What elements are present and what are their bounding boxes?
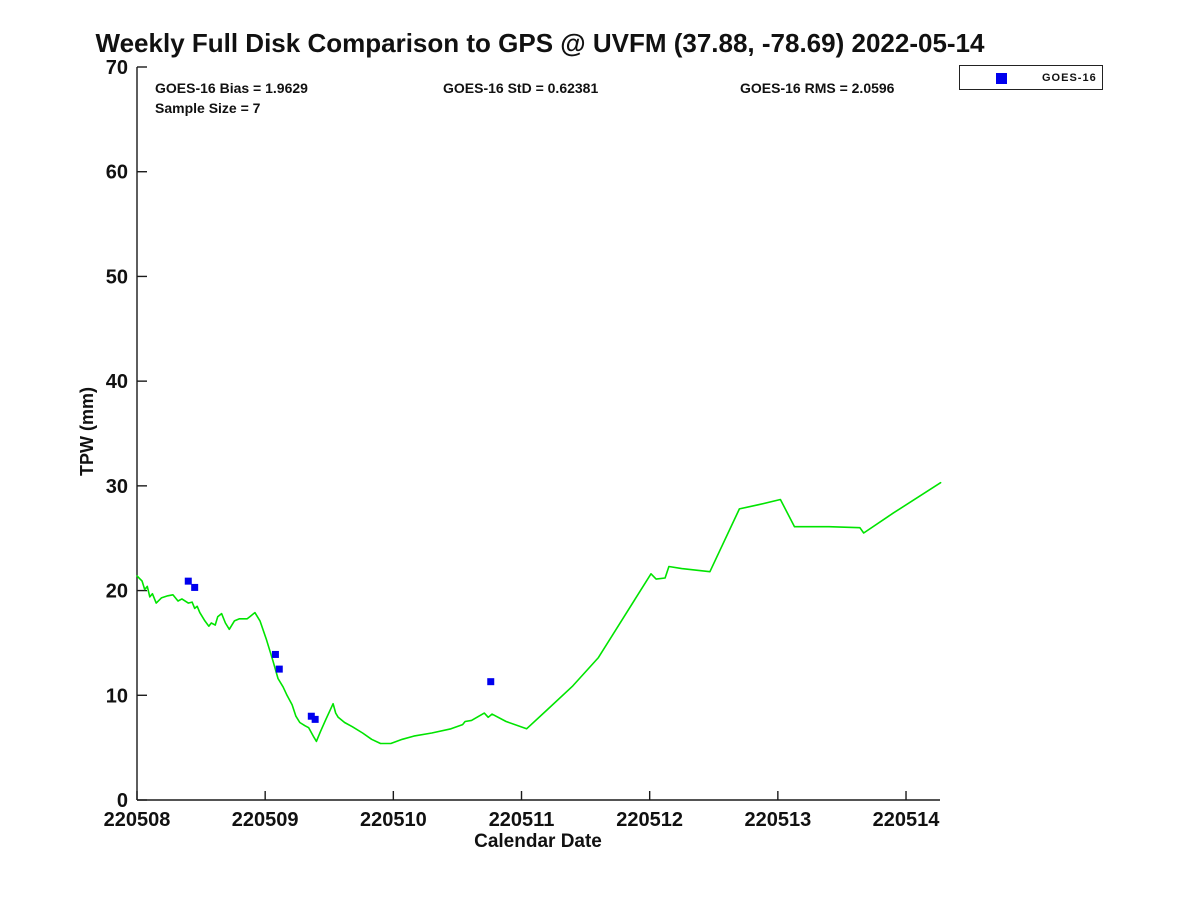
axes: 0 10 20 30 40 50 60 70 220508 220509 220510 220511 2… bbox=[104, 57, 941, 831]
chart-title: Weekly Full Disk Comparison to GPS @ UVF… bbox=[95, 28, 985, 58]
annotation-bias: GOES-16 Bias = 1.9629 bbox=[155, 80, 308, 96]
annotation-std: GOES-16 StD = 0.62381 bbox=[443, 80, 599, 96]
y-tick-label: 30 bbox=[106, 476, 128, 498]
goes16-marker bbox=[487, 678, 495, 686]
x-tick-label: 220509 bbox=[232, 809, 299, 831]
y-tick-label: 60 bbox=[106, 162, 128, 184]
y-axis-label: TPW (mm) bbox=[77, 387, 97, 476]
y-tick-label: 10 bbox=[106, 685, 128, 707]
y-tick-label: 0 bbox=[117, 790, 128, 812]
y-tick-label: 40 bbox=[106, 371, 128, 393]
goes16-marker bbox=[275, 665, 283, 673]
goes16-marker bbox=[184, 577, 192, 585]
y-tick-label: 20 bbox=[106, 581, 128, 603]
x-tick-label: 220513 bbox=[744, 809, 811, 831]
annotation-sample-size: Sample Size = 7 bbox=[155, 100, 261, 116]
x-tick-label: 220508 bbox=[104, 809, 171, 831]
y-tick-label: 70 bbox=[106, 57, 128, 79]
x-tick-label: 220514 bbox=[873, 809, 941, 831]
goes16-markers bbox=[184, 577, 495, 723]
goes16-marker bbox=[311, 715, 319, 723]
legend-square-marker-icon bbox=[996, 73, 1007, 84]
x-tick-label: 220511 bbox=[489, 809, 555, 831]
legend-label: GOES-16 bbox=[1042, 72, 1097, 84]
x-tick-label: 220510 bbox=[360, 809, 427, 831]
x-tick-label: 220512 bbox=[616, 809, 683, 831]
y-tick-label: 50 bbox=[106, 266, 128, 288]
legend: GOES-16 bbox=[959, 65, 1103, 90]
goes16-marker bbox=[191, 583, 199, 591]
annotation-rms: GOES-16 RMS = 2.0596 bbox=[740, 80, 895, 96]
gps-tpw-line bbox=[136, 481, 942, 745]
goes16-marker bbox=[307, 712, 315, 720]
x-axis-label: Calendar Date bbox=[474, 831, 602, 852]
goes16-marker bbox=[271, 650, 279, 658]
